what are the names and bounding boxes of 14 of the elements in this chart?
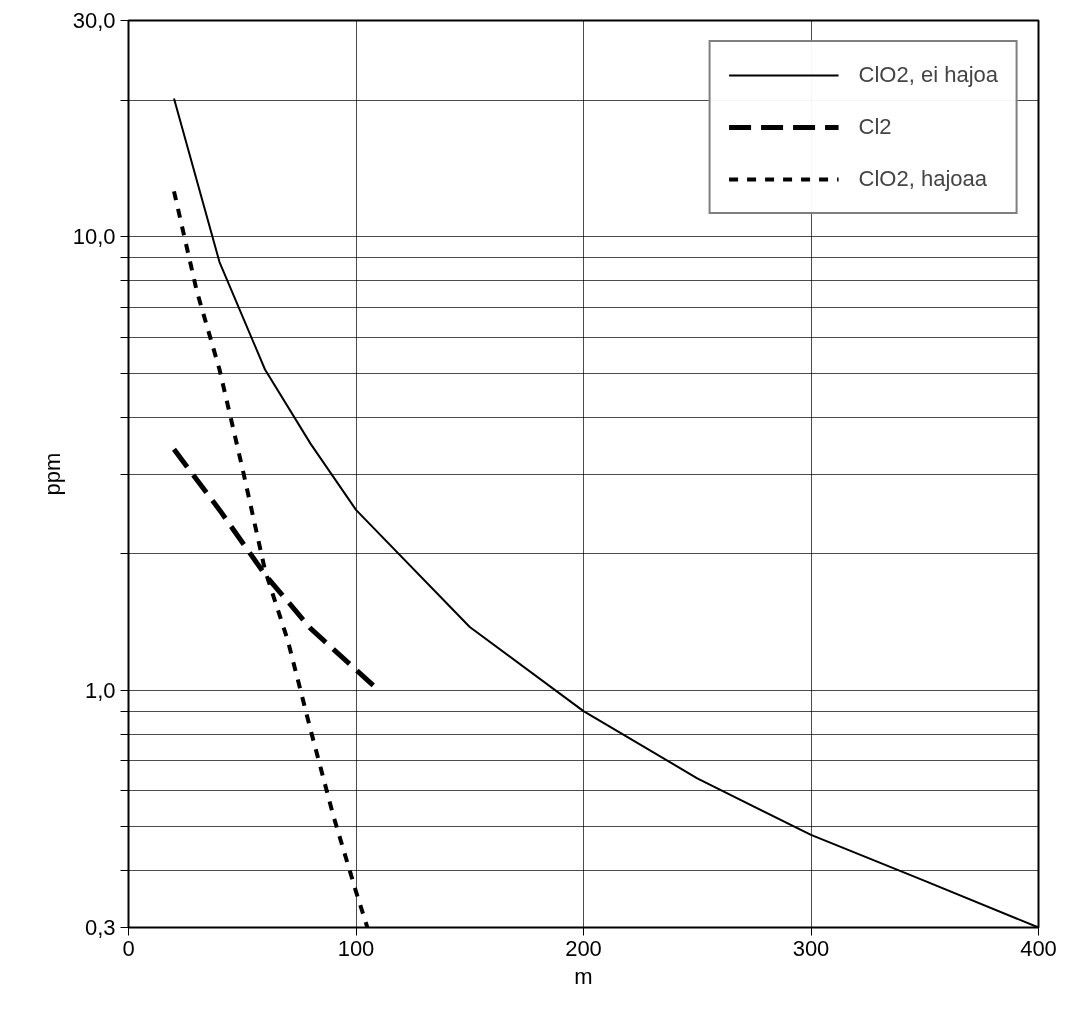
x-axis-title: m	[574, 963, 593, 989]
y-tick-label: 30,0	[72, 8, 116, 33]
y-tick-label: 10,0	[72, 224, 116, 250]
x-tick-label: 400	[1020, 935, 1057, 961]
legend-label: ClO2, ei hajoa	[858, 62, 998, 88]
x-tick-label: 300	[792, 935, 830, 961]
legend-label: Cl2	[858, 114, 892, 140]
legend-label: ClO2, hajoaa	[858, 166, 987, 192]
x-tick-label: 0	[122, 935, 135, 961]
y-tick-label: 1,0	[84, 677, 116, 703]
x-tick-label: 100	[337, 935, 375, 961]
y-tick-label: 0,3	[84, 915, 116, 940]
y-axis-title: ppm	[39, 452, 65, 496]
x-tick-label: 200	[565, 935, 602, 961]
